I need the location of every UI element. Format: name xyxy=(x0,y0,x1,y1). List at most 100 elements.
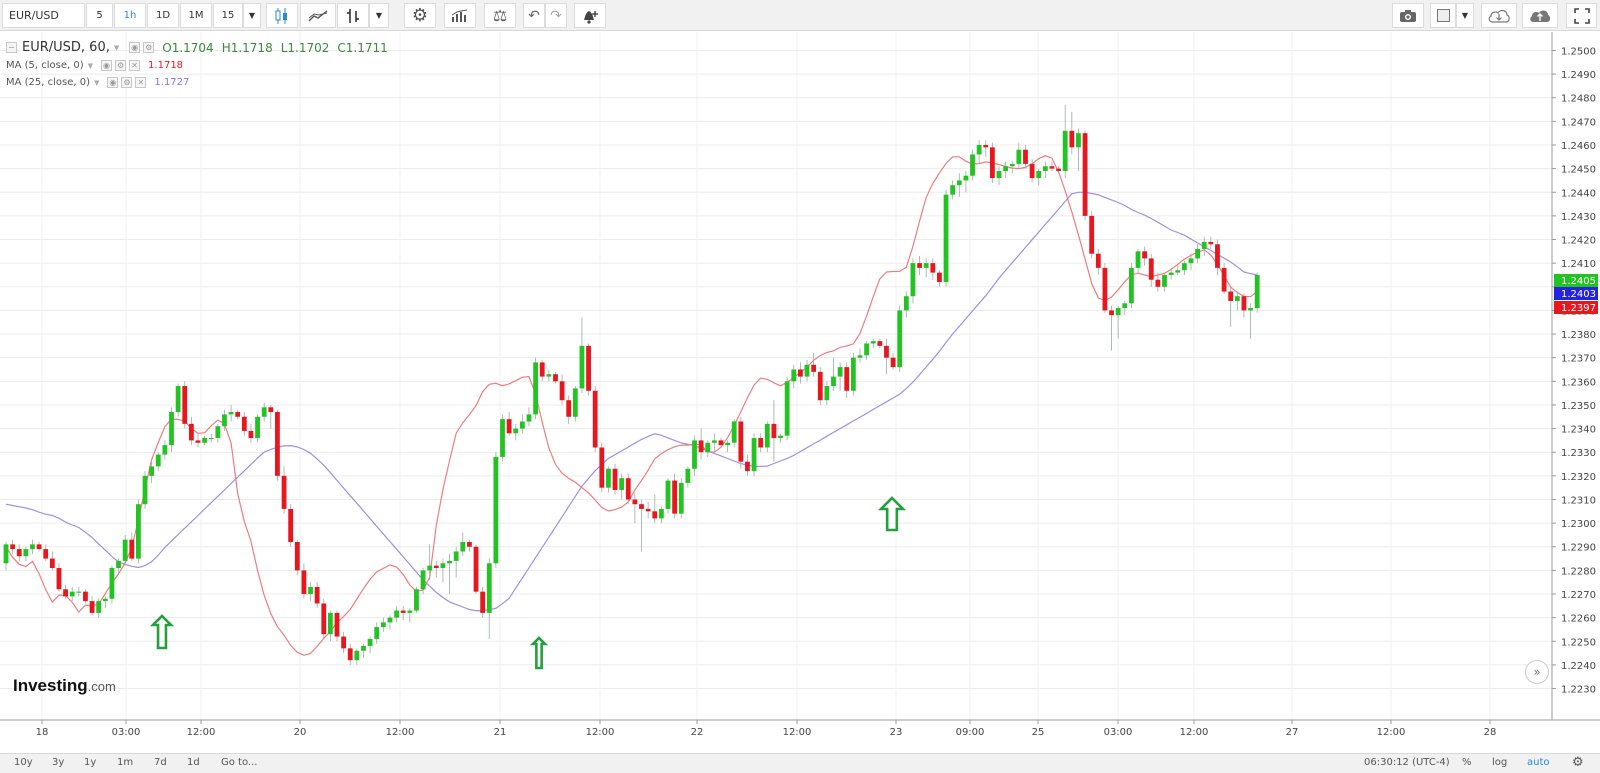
interval-select[interactable]: 15 xyxy=(213,3,243,28)
candle xyxy=(1082,130,1088,221)
close-icon[interactable]: ✕ xyxy=(129,60,141,71)
candle xyxy=(758,433,764,453)
price-chart[interactable]: 1.2230 1.2240 1.2250 1.2260 1.2270 1.2280 1.22… xyxy=(0,32,1600,752)
candle-body xyxy=(228,412,234,415)
candles-style-button[interactable] xyxy=(266,3,298,28)
candle xyxy=(486,558,492,639)
symbol-search-input[interactable]: EUR/USD xyxy=(2,3,85,28)
candle xyxy=(202,435,207,446)
candle-body xyxy=(367,638,373,647)
y-tick-label: 1.2340 xyxy=(1561,425,1596,436)
candle xyxy=(1115,305,1121,339)
y-tick-label: 1.2330 xyxy=(1561,448,1596,459)
candle-body xyxy=(890,357,896,368)
scroll-to-latest-button[interactable]: » xyxy=(1525,660,1549,684)
candle xyxy=(1129,263,1134,309)
fullscreen-button[interactable] xyxy=(1566,3,1597,28)
undo-button[interactable]: ↶ xyxy=(523,3,545,28)
candle xyxy=(43,544,49,561)
x-tick-label: 18 xyxy=(36,727,49,738)
candle xyxy=(539,360,545,382)
candle xyxy=(824,381,830,405)
range-3y-button[interactable]: 3y xyxy=(52,757,65,768)
layout-button[interactable] xyxy=(1430,3,1456,28)
candle-body xyxy=(1042,166,1048,171)
y-tick-label: 1.2440 xyxy=(1561,188,1596,199)
y-tick-label: 1.2500 xyxy=(1561,46,1596,57)
chart-area[interactable]: 1.2230 1.2240 1.2250 1.2260 1.2270 1.2280 1.22… xyxy=(0,32,1600,752)
close-icon[interactable]: ✕ xyxy=(135,77,147,88)
candle-body xyxy=(1023,149,1028,164)
alert-button[interactable] xyxy=(574,3,606,28)
candle-body xyxy=(136,504,141,559)
balance-button[interactable]: ⚖ xyxy=(484,3,516,28)
visibility-icon[interactable]: ◉ xyxy=(101,60,113,71)
candle xyxy=(678,478,684,519)
drawing-tools-button[interactable] xyxy=(337,3,369,28)
symbol-legend: − EUR/USD, 60, ▼ ◉ ⚙ O1.1704 H1.1718 L1.… xyxy=(6,40,388,55)
interval-1h-button[interactable]: 1h xyxy=(114,3,146,28)
candle-body xyxy=(354,650,360,661)
interval-5-button[interactable]: 5 xyxy=(86,3,113,28)
candle-body xyxy=(1062,130,1068,171)
log-toggle[interactable]: log xyxy=(1492,757,1508,768)
chevron-down-icon[interactable]: ▼ xyxy=(87,61,94,70)
candle-body xyxy=(672,480,678,514)
settings-icon[interactable]: ⚙ xyxy=(121,77,133,88)
candle-body xyxy=(1162,274,1167,287)
candle-body xyxy=(539,362,545,377)
candle xyxy=(837,362,843,391)
candle-body xyxy=(1102,267,1108,311)
percent-toggle[interactable]: % xyxy=(1462,757,1472,768)
candle-body xyxy=(1049,166,1055,169)
candle xyxy=(745,454,750,476)
compare-button[interactable] xyxy=(444,3,476,28)
chevron-down-icon[interactable]: ▼ xyxy=(94,78,100,87)
visibility-icon[interactable]: ◉ xyxy=(129,42,141,53)
candle xyxy=(976,140,982,164)
candle-body xyxy=(493,456,499,564)
candle-body xyxy=(1228,291,1234,301)
candle xyxy=(553,371,558,384)
x-tick-label: 21 xyxy=(494,727,507,738)
range-1d-button[interactable]: 1d xyxy=(187,757,200,768)
goto-button[interactable]: Go to... xyxy=(221,757,258,768)
candle xyxy=(1062,104,1068,179)
range-7d-button[interactable]: 7d xyxy=(154,757,167,768)
range-1y-button[interactable]: 1y xyxy=(84,757,97,768)
layout-dropdown-button[interactable]: ▼ xyxy=(1456,3,1474,28)
candle-body xyxy=(1129,267,1134,304)
visibility-icon[interactable]: ◉ xyxy=(107,77,119,88)
candle-body xyxy=(506,419,512,434)
interval-dropdown-button[interactable]: ▼ xyxy=(243,3,261,28)
chart-type-dropdown-button[interactable]: ▼ xyxy=(369,3,389,28)
redo-icon: ↷ xyxy=(550,7,562,24)
auto-toggle[interactable]: auto xyxy=(1527,757,1550,768)
candle xyxy=(89,596,95,616)
collapse-icon[interactable]: − xyxy=(6,42,17,53)
x-tick-label: 09:00 xyxy=(956,727,985,738)
indicators-button[interactable] xyxy=(300,3,336,28)
settings-icon[interactable]: ⚙ xyxy=(143,42,155,53)
settings-icon[interactable]: ⚙ xyxy=(115,60,127,71)
candle-body xyxy=(1122,303,1128,309)
candle-body xyxy=(758,438,764,448)
cloud-save-button[interactable] xyxy=(1522,3,1558,28)
interval-1m-button[interactable]: 1M xyxy=(180,3,212,28)
chevron-down-icon[interactable]: ▼ xyxy=(113,43,120,52)
cloud-load-button[interactable] xyxy=(1481,3,1517,28)
candlestick-icon xyxy=(275,7,287,24)
screenshot-button[interactable] xyxy=(1392,3,1424,28)
gear-icon[interactable]: ⚙ xyxy=(1572,755,1584,770)
candle-body xyxy=(400,610,406,613)
candle xyxy=(619,473,625,500)
y-tick-label: 1.2380 xyxy=(1561,330,1596,341)
interval-1d-button[interactable]: 1D xyxy=(147,3,179,28)
x-tick-label: 25 xyxy=(1032,727,1045,738)
candle-body xyxy=(36,544,42,550)
range-10y-button[interactable]: 10y xyxy=(14,757,33,768)
settings-button[interactable]: ⚙ xyxy=(404,3,436,28)
range-1m-button[interactable]: 1m xyxy=(117,757,134,768)
redo-button[interactable]: ↷ xyxy=(545,3,567,28)
candle-body xyxy=(526,414,532,422)
